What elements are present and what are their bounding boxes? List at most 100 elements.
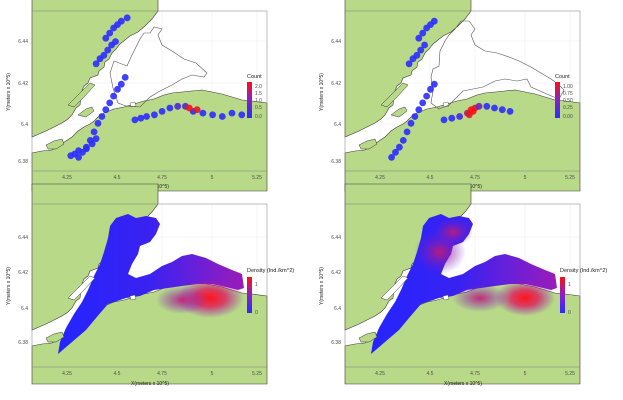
legend-label: 0.00	[563, 114, 573, 120]
sighting-point	[388, 154, 395, 161]
x-tick-label: 4.25	[375, 175, 385, 181]
sighting-point	[405, 60, 413, 68]
sighting-point	[448, 114, 456, 122]
legend: Count 1.00 0.75 0.50 0.25 0.00	[555, 74, 573, 120]
legend-label: 1	[255, 282, 258, 288]
legend-label: 0.0	[255, 114, 262, 120]
x-tick-label: 4.75	[157, 371, 167, 377]
plot-border	[31, 10, 268, 172]
legend-title: Density (Ind./km^2)	[247, 268, 294, 274]
points-layer	[388, 17, 514, 161]
legend-colorbar	[247, 82, 252, 118]
y-tick-label: 6.44	[18, 235, 28, 241]
y-axis-label: Y(meters x 10^5)	[319, 73, 325, 111]
sighting-point	[491, 104, 498, 112]
count-map-a-svg: 6.44 6.42 6.4 6.38 4.25 4.5 4.75 5 5.25 …	[6, 0, 268, 192]
sighting-point	[106, 99, 114, 107]
x-tick-label: 4.5	[427, 175, 434, 181]
legend-title: Count	[247, 74, 262, 80]
sighting-point	[123, 14, 131, 22]
sighting-point	[117, 80, 125, 88]
x-tick-label: 4.5	[427, 371, 434, 377]
sighting-point	[421, 41, 428, 49]
sighting-point	[92, 135, 100, 143]
sighting-point	[440, 116, 448, 124]
sighting-point	[413, 51, 421, 59]
sighting-point	[396, 143, 403, 151]
sighting-point	[75, 147, 82, 155]
sighting-point	[483, 102, 491, 110]
y-tick-label: 6.4	[21, 122, 28, 128]
count-map-b: 6.44 6.42 6.4 6.38 4.25 4.5 4.75 5 5.25 …	[313, 0, 613, 196]
sighting-point	[228, 109, 236, 117]
legend-label: 0.75	[563, 91, 573, 97]
sighting-point	[456, 113, 463, 120]
legend: Density (Ind./km^2) 1 0	[560, 268, 607, 316]
sighting-point	[166, 104, 174, 112]
sighting-point	[102, 34, 110, 42]
x-tick-label: 5.25	[252, 371, 262, 377]
sighting-point	[92, 60, 100, 68]
sighting-point	[199, 109, 207, 117]
y-tick-label: 6.38	[18, 340, 28, 346]
legend-label: 0	[568, 310, 571, 316]
density-surface	[58, 214, 244, 354]
x-tick-label: 5.25	[252, 175, 262, 181]
plot-border	[344, 203, 581, 368]
legend-label: 1.0	[255, 98, 262, 104]
sighting-point	[112, 38, 119, 45]
legend-label: 0.5	[255, 105, 262, 111]
sighting-point	[121, 74, 129, 81]
sighting-point	[137, 114, 145, 122]
x-tick-label: 4.25	[62, 175, 72, 181]
legend-label: 0.50	[563, 98, 573, 104]
sighting-point	[417, 46, 425, 54]
sighting-point	[411, 113, 419, 120]
x-tick-label: 4.5	[114, 175, 121, 181]
sighting-point	[90, 128, 98, 136]
count-map-b-svg: 6.44 6.42 6.4 6.38 4.25 4.5 4.75 5 5.25 …	[319, 0, 581, 192]
sighting-point	[143, 113, 150, 120]
legend-label: 1.00	[563, 84, 573, 90]
density-map-a-svg: 6.44 6.42 6.4 6.38 4.25 4.5 4.75 5 5.25 …	[6, 183, 294, 387]
legend-label: 1	[568, 282, 571, 288]
y-tick-label: 6.4	[21, 306, 28, 312]
sighting-point	[131, 116, 139, 124]
x-tick-label: 5.25	[565, 175, 575, 181]
x-tick-labels: 4.25 4.5 4.75 5 5.25	[62, 371, 262, 377]
sighting-point	[403, 128, 411, 136]
y-tick-labels: 6.44 6.42 6.4 6.38	[331, 235, 341, 346]
y-axis-label: Y(meters x 10^5)	[319, 267, 325, 305]
y-tick-label: 6.44	[331, 235, 341, 241]
x-axis-label: X(meters x 10^5)	[444, 381, 482, 387]
density-hotspot	[156, 286, 208, 314]
sighting-point	[117, 17, 125, 25]
x-tick-label: 5	[211, 371, 214, 377]
y-tick-label: 6.44	[331, 39, 341, 45]
density-map-b: 6.44 6.42 6.4 6.38 4.25 4.5 4.75 5 5.25 …	[313, 183, 613, 396]
density-map-a: 6.44 6.42 6.4 6.38 4.25 4.5 4.75 5 5.25 …	[0, 183, 300, 396]
sighting-point	[427, 85, 434, 93]
x-tick-labels: 4.25 4.5 4.75 5 5.25	[375, 175, 575, 181]
island	[129, 294, 137, 301]
y-tick-label: 6.38	[18, 159, 28, 165]
sighting-point	[498, 106, 506, 114]
x-tick-label: 4.75	[157, 175, 167, 181]
sighting-point	[104, 46, 112, 54]
y-axis-label: Y(meters x 10^5)	[6, 267, 12, 305]
legend-label: 2.0	[255, 84, 262, 90]
sighting-point	[469, 108, 477, 115]
y-tick-labels: 6.44 6.42 6.4 6.38	[18, 39, 28, 165]
plot-border	[31, 203, 268, 368]
legend-colorbar	[247, 277, 252, 313]
x-tick-label: 5	[524, 175, 527, 181]
y-tick-label: 6.42	[331, 81, 341, 87]
x-tick-label: 4.5	[114, 371, 121, 377]
sighting-point	[407, 119, 415, 127]
sighting-point	[88, 140, 96, 148]
y-axis-label: Y(meters x 10^5)	[6, 73, 12, 111]
sighting-point	[100, 51, 108, 59]
legend-label: 0	[255, 310, 258, 316]
x-tick-label: 4.75	[470, 175, 480, 181]
sighting-point	[399, 137, 407, 144]
